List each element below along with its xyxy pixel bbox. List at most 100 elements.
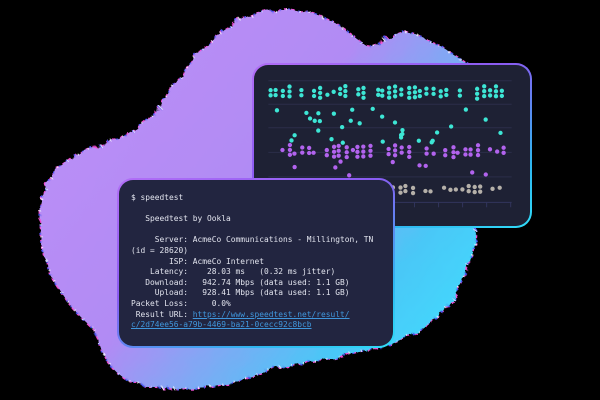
data-dot xyxy=(386,151,391,157)
data-dot xyxy=(306,145,312,151)
data-dot xyxy=(416,138,422,143)
data-dot xyxy=(312,118,317,123)
data-dot xyxy=(407,144,412,150)
data-dot xyxy=(407,95,412,100)
data-dot xyxy=(490,186,495,191)
data-dot xyxy=(443,148,448,153)
data-dot xyxy=(343,88,348,94)
data-dot xyxy=(361,154,366,159)
data-dot xyxy=(268,88,273,93)
data-dot xyxy=(386,90,392,95)
data-dot xyxy=(331,89,336,94)
data-dot xyxy=(379,114,385,119)
data-dot xyxy=(273,92,278,98)
terminal-output: $ speedtest Speedtest by Ookla Server: A… xyxy=(119,180,393,344)
data-dot xyxy=(468,152,473,157)
data-dot xyxy=(300,150,305,155)
data-dot xyxy=(475,143,481,148)
data-dot xyxy=(475,148,481,153)
data-dot xyxy=(487,147,493,152)
data-dot xyxy=(325,92,330,97)
data-dot xyxy=(348,118,353,123)
data-dot xyxy=(361,144,366,149)
data-dot xyxy=(407,154,412,160)
data-dot xyxy=(280,93,286,99)
data-dot xyxy=(398,190,403,195)
data-dot xyxy=(400,127,405,133)
data-dot xyxy=(466,183,471,189)
data-dot xyxy=(392,153,398,158)
data-dot xyxy=(390,159,395,165)
data-dot xyxy=(307,116,313,121)
data-dot xyxy=(311,150,316,155)
speedtest-result-link[interactable]: https://www.speedtest.net/result/ xyxy=(192,309,350,319)
data-dot xyxy=(355,154,360,159)
data-dot xyxy=(474,96,480,101)
data-dot xyxy=(344,145,349,150)
terminal-line: Latency: 28.03 ms (0.32 ms jitter) xyxy=(131,267,336,277)
data-dot xyxy=(478,184,483,189)
data-dot xyxy=(457,88,463,93)
data-dot xyxy=(392,94,398,99)
data-dot xyxy=(361,95,366,100)
data-dot xyxy=(497,185,502,190)
data-dot xyxy=(424,91,429,96)
data-dot xyxy=(289,138,294,143)
data-dot xyxy=(457,93,463,98)
data-dot xyxy=(300,145,305,150)
data-dot xyxy=(493,84,499,89)
dot-chart xyxy=(268,80,512,208)
data-dot xyxy=(311,93,317,99)
data-dot xyxy=(350,147,356,153)
data-dot xyxy=(287,94,292,99)
speedtest-result-link[interactable]: c/2d74ee56-a79b-4469-ba21-0cecc92c8bcb xyxy=(131,320,312,330)
data-dot xyxy=(292,151,297,156)
data-dot xyxy=(355,149,360,154)
data-dot xyxy=(370,106,375,112)
data-dot xyxy=(280,88,286,94)
data-dot xyxy=(317,90,323,96)
data-dot xyxy=(482,84,487,89)
data-dot xyxy=(399,87,404,92)
data-dot xyxy=(430,138,435,143)
data-dot xyxy=(443,153,448,158)
terminal-line: (id = 28620) xyxy=(131,245,189,255)
terminal-line: Result URL: https://www.speedtest.net/re… xyxy=(131,309,350,319)
data-dot xyxy=(472,184,477,190)
data-dot xyxy=(347,173,352,178)
data-dot xyxy=(431,151,436,156)
data-dot xyxy=(412,85,418,90)
terminal-line: Speedtest by Ookla xyxy=(131,214,231,224)
data-dot xyxy=(287,147,293,153)
data-dot xyxy=(324,153,329,158)
data-dot xyxy=(493,94,499,99)
data-dot xyxy=(299,93,304,98)
data-dot xyxy=(455,150,460,155)
data-dot xyxy=(292,133,297,138)
data-dot xyxy=(392,120,398,125)
data-dot xyxy=(424,86,429,91)
data-dot xyxy=(340,140,345,145)
data-dot xyxy=(434,130,440,135)
data-dot xyxy=(287,142,293,148)
data-dot xyxy=(316,128,321,133)
data-dot xyxy=(410,190,416,196)
data-dot xyxy=(392,89,398,94)
data-dot xyxy=(287,84,292,89)
data-dot xyxy=(482,93,487,99)
data-dot xyxy=(280,147,285,153)
data-dot xyxy=(380,93,385,98)
data-dot xyxy=(448,124,454,129)
data-dot xyxy=(392,84,398,89)
data-dot xyxy=(475,152,481,158)
data-dot xyxy=(417,93,422,99)
data-dot xyxy=(316,111,321,116)
data-dot xyxy=(474,91,480,96)
data-dot xyxy=(407,149,412,155)
data-dot xyxy=(324,147,329,153)
data-dot xyxy=(472,189,477,195)
data-dot xyxy=(463,107,469,112)
terminal-line: ISP: AcmeCo Internet xyxy=(131,256,265,266)
